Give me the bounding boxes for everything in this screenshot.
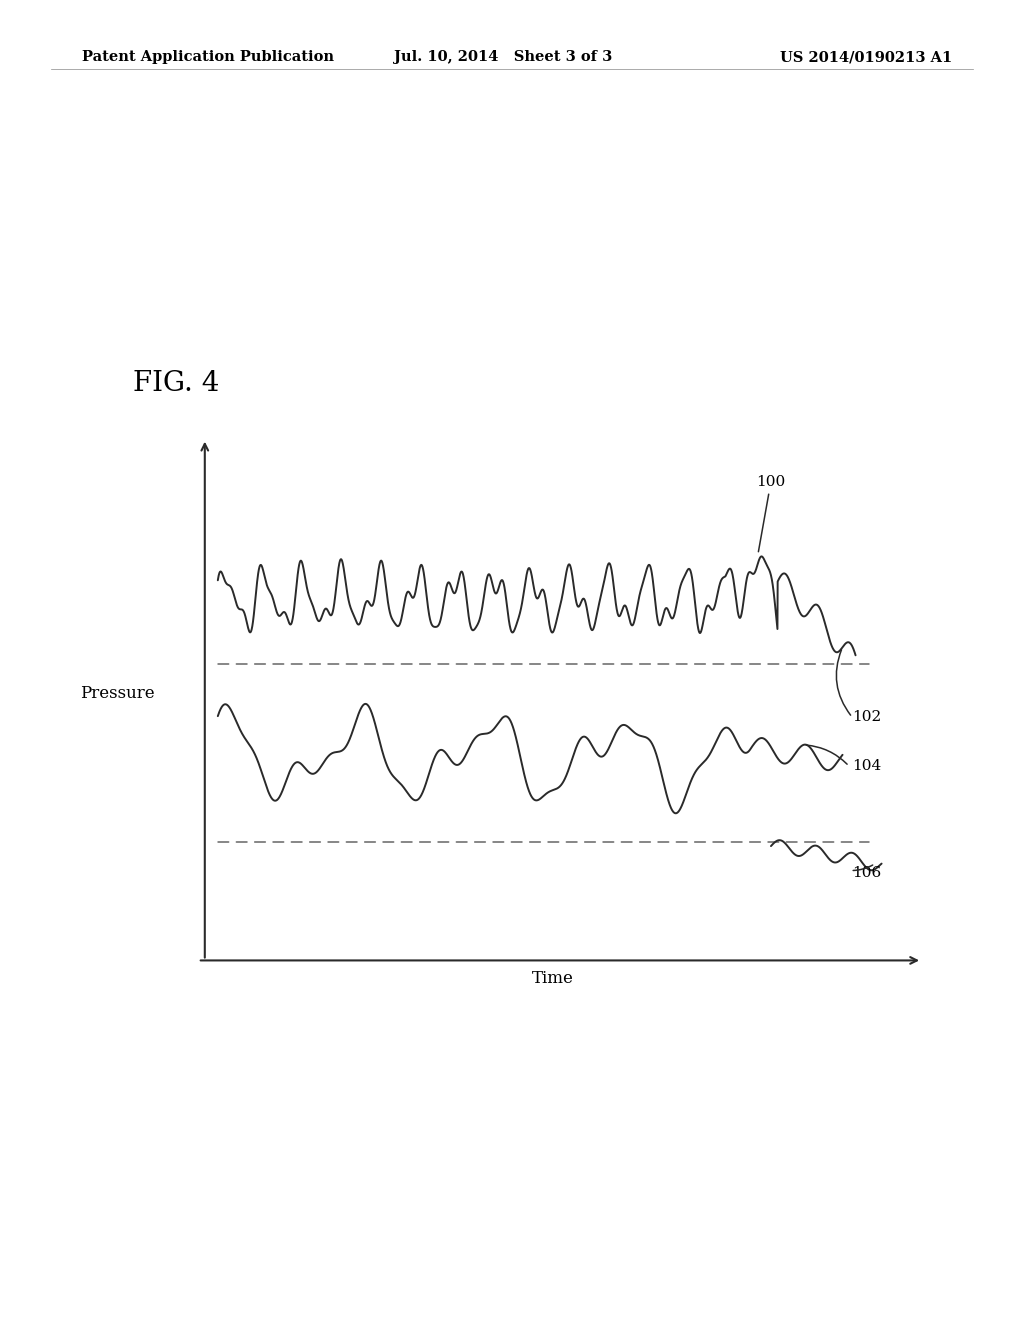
Text: Jul. 10, 2014   Sheet 3 of 3: Jul. 10, 2014 Sheet 3 of 3 bbox=[394, 50, 612, 65]
Text: Patent Application Publication: Patent Application Publication bbox=[82, 50, 334, 65]
Text: Time: Time bbox=[532, 970, 573, 987]
Text: US 2014/0190213 A1: US 2014/0190213 A1 bbox=[780, 50, 952, 65]
Text: 100: 100 bbox=[757, 475, 785, 552]
Text: FIG. 4: FIG. 4 bbox=[133, 370, 219, 396]
Text: 104: 104 bbox=[852, 759, 882, 774]
Text: 102: 102 bbox=[852, 710, 882, 725]
Text: 106: 106 bbox=[852, 866, 882, 879]
Text: Pressure: Pressure bbox=[81, 685, 155, 701]
